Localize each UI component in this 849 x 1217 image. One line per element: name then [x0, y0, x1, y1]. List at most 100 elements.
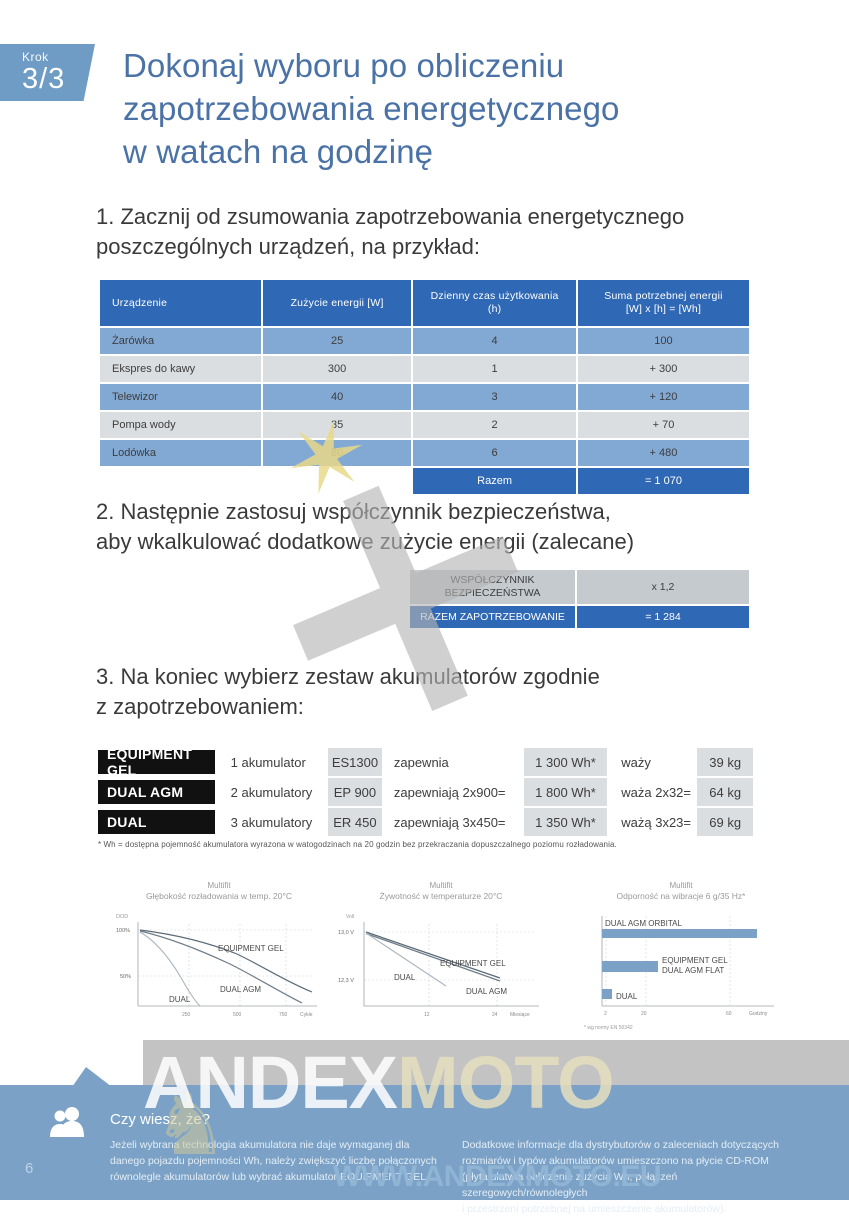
chart1-plot: DOD 100% 50% EQUIPMENT GEL DUAL AGM [116, 914, 317, 1018]
battery-model: ER 450 [328, 808, 382, 836]
chart-vibration-resistance: Multifit Odporność na wibracje 6 g/35 Hz… [566, 880, 796, 1040]
cell-device: Pompa wody [100, 412, 261, 438]
chart1-title-main: Multifit [207, 881, 231, 890]
chart1-ylabel: DOD [116, 914, 128, 920]
battery-tag: DUAL AGM [98, 780, 215, 804]
footer-left-line-2: danego pojazdu pojemności Wh, należy zwi… [110, 1155, 437, 1167]
watermark-gray-band [143, 1040, 849, 1085]
charts-area: Multifit Głębokość rozładowania w temp. … [96, 880, 816, 1040]
chart1-ytick-50: 50% [120, 974, 131, 980]
battery-weighs: ważą 3x23= [621, 814, 691, 830]
title-line-2: zapotrzebowania energetycznego [123, 90, 620, 127]
battery-ensures: zapewniają 2x900= [393, 784, 506, 800]
chart-depth-of-discharge: Multifit Głębokość rozładowania w temp. … [104, 880, 334, 1040]
battery-quantity: 1 akumulator [230, 754, 306, 770]
chart3-xtick-60: 60 [726, 1011, 732, 1017]
chart2-label-equipment-gel: EQUIPMENT GEL [440, 959, 506, 968]
chart3-note: * wg normy EN 50342 [584, 1025, 633, 1031]
cell-total: + 480 [577, 440, 749, 466]
battery-kg: 64 kg [697, 778, 753, 806]
series-dual [365, 932, 446, 987]
sum-spacer-2 [263, 468, 411, 494]
table-sum-row: Razem = 1 070 [100, 468, 749, 494]
chart3-subtitle: Odporność na wibracje 6 g/35 Hz* [616, 891, 746, 901]
step-value: 3/3 [22, 63, 66, 95]
safety-factor-label: WSPÓŁCZYNNIK BEZPIECZEŃSTWA [410, 570, 575, 604]
energy-requirement-table: Urządzenie Zużycie energii [W] Dzienny c… [98, 278, 751, 496]
chart1-xtick-750: 750 [279, 1012, 288, 1018]
chart2-label-dual-agm: DUAL AGM [466, 987, 507, 996]
title-line-3: w watach na godzinę [123, 133, 434, 170]
section-2-intro: 2. Następnie zastosuj współczynnik bezpi… [96, 497, 796, 557]
section-2-line-1: 2. Następnie zastosuj współczynnik bezpi… [96, 499, 611, 524]
chart3-label-gel: EQUIPMENT GEL [662, 956, 728, 965]
battery-kg: 69 kg [697, 808, 753, 836]
title-line-1: Dokonaj wyboru po obliczeniu [123, 47, 565, 84]
col-header-total: Suma potrzebnej energii [W] x [h] = [Wh] [577, 280, 749, 326]
step-badge: Krok 3/3 [0, 44, 95, 101]
col-header-watts: Zużycie energii [W] [262, 280, 412, 326]
battery-quantity: 3 akumulatory [230, 814, 313, 830]
chart1-label-dual: DUAL [169, 995, 191, 1004]
chart-shelf-life: Multifit Żywotność w temperaturze 20°C V… [326, 880, 556, 1040]
chart1-title: Multifit Głębokość rozładowania w temp. … [104, 880, 334, 902]
footer-left-line-3: równolegle akumulatorów lub wybrać akumu… [110, 1171, 427, 1183]
section-3-line-2: z zapotrzebowaniem: [96, 694, 304, 719]
chart3-title: Multifit Odporność na wibracje 6 g/35 Hz… [566, 880, 796, 902]
footer-right-line-4: i przestrzeni potrzebnej na umieszczenie… [462, 1203, 727, 1215]
section-3-intro: 3. Na koniec wybierz zestaw akumulatorów… [96, 662, 796, 722]
footer-left-line-1: Jeżeli wybrana technologia akumulatora n… [110, 1139, 410, 1151]
chart2-ylabel: Volt [346, 914, 355, 920]
chart3-xlabel: Godziny [749, 1011, 768, 1017]
total-requirement-label: RAZEM ZAPOTRZEBOWANIE [410, 606, 575, 628]
col-header-device: Urządzenie [100, 280, 261, 326]
battery-wh: 1 350 Wh* [523, 808, 608, 836]
cell-hours: 2 [413, 412, 576, 438]
battery-option-row: EQUIPMENT GEL 1 akumulator ES1300 zapewn… [98, 746, 753, 778]
chart2-title-main: Multifit [429, 881, 453, 890]
chart3-title-main: Multifit [669, 881, 693, 890]
series-dual-agm [365, 932, 500, 982]
series-equipment-gel [139, 929, 312, 993]
chart2-label-dual: DUAL [394, 973, 416, 982]
battery-quantity: 2 akumulatory [230, 784, 313, 800]
section-1-line-1: 1. Zacznij od zsumowania zapotrzebowania… [96, 204, 685, 229]
section-3-line-1: 3. Na koniec wybierz zestaw akumulatorów… [96, 664, 600, 689]
cell-hours: 3 [413, 384, 576, 410]
footer-title: Czy wiesz, że? [110, 1111, 211, 1128]
cell-total: + 120 [577, 384, 749, 410]
people-icon [50, 1107, 84, 1137]
cell-total: + 300 [577, 356, 749, 382]
safety-factor-label-line2: BEZPIECZEŃSTWA [444, 587, 541, 599]
bar-dual-agm-orbital [601, 929, 757, 938]
safety-factor-label-line1: WSPÓŁCZYNNIK [450, 574, 535, 586]
chart3-label-agm-flat: DUAL AGM FLAT [662, 966, 724, 975]
safety-factor-table: WSPÓŁCZYNNIK BEZPIECZEŃSTWA x 1,2 RAZEM … [408, 568, 751, 630]
page-number: 6 [25, 1160, 34, 1177]
safety-factor-row: WSPÓŁCZYNNIK BEZPIECZEŃSTWA x 1,2 [410, 570, 749, 604]
cell-hours: 4 [413, 328, 576, 354]
chart3-label-orbital: DUAL AGM ORBITAL [605, 919, 682, 928]
cell-device: Żarówka [100, 328, 261, 354]
footer-right-line-3: (płyta ułatwia obliczenie zużycia Wh, po… [462, 1171, 678, 1199]
col-header-hours-line2: (h) [487, 303, 502, 315]
col-header-hours-line1: Dzienny czas użytkowania [430, 290, 559, 302]
sum-label: Razem [413, 468, 576, 494]
cell-watts: 25 [262, 328, 412, 354]
chart1-label-equipment-gel: EQUIPMENT GEL [218, 944, 284, 953]
footer-right-line-2: rozmiarów i typów akumulatorów umieszczo… [462, 1155, 769, 1167]
footer-column-left: Jeżeli wybrana technologia akumulatora n… [110, 1137, 440, 1185]
table-row: Ekspres do kawy 300 1 + 300 [100, 356, 749, 382]
battery-weighs: waża 2x32= [621, 784, 691, 800]
cell-device: Telewizor [100, 384, 261, 410]
cell-device: Ekspres do kawy [100, 356, 261, 382]
battery-wh: 1 800 Wh* [523, 778, 608, 806]
table-row: Lodówka 80 6 + 480 [100, 440, 749, 466]
cell-watts: 35 [262, 412, 412, 438]
section-1-intro: 1. Zacznij od zsumowania zapotrzebowania… [96, 202, 796, 262]
battery-model: EP 900 [328, 778, 382, 806]
battery-weighs: waży [621, 754, 651, 770]
battery-ensures: zapewniają 3x450= [393, 814, 506, 830]
chart1-label-dual-agm: DUAL AGM [220, 985, 261, 994]
series-dual-agm [139, 930, 302, 1004]
